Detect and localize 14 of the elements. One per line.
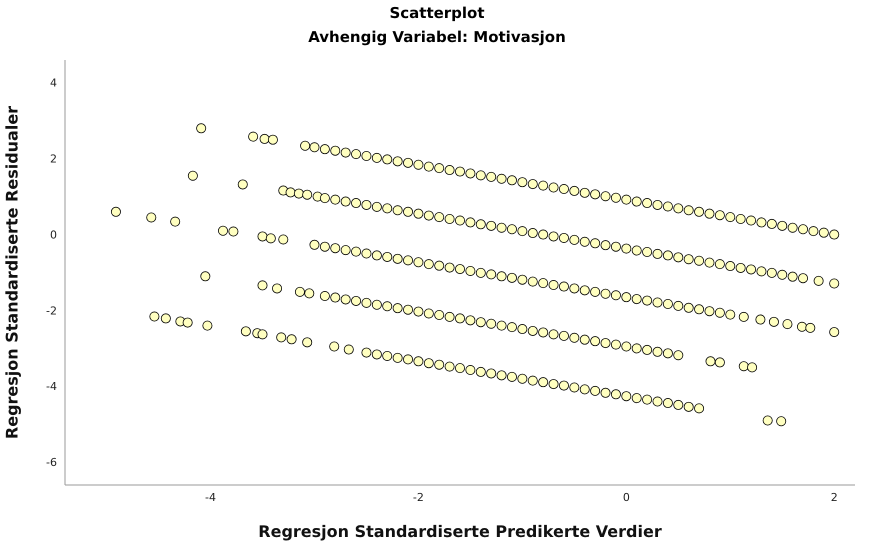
y-tick-label: -4 (46, 380, 57, 394)
x-tick-label: -4 (205, 490, 216, 504)
x-axis-title: Regresjon Standardiserte Predikerte Verdier (258, 522, 662, 541)
y-tick-label: 0 (50, 228, 57, 242)
y-tick-label: 2 (50, 152, 57, 166)
y-tick-label: -2 (46, 304, 57, 318)
chart-title: Scatterplot (388, 4, 486, 22)
x-tick-label: 2 (830, 490, 838, 504)
y-tick-label: 4 (50, 76, 57, 90)
y-axis-title: Regresjon Standardiserte Residualer (2, 106, 22, 440)
x-tick-label: 0 (622, 490, 630, 504)
y-tick-label: -6 (46, 456, 57, 470)
chart-subtitle: Avhengig Variabel: Motivasjon (307, 28, 567, 46)
x-tick-label: -2 (412, 490, 424, 504)
